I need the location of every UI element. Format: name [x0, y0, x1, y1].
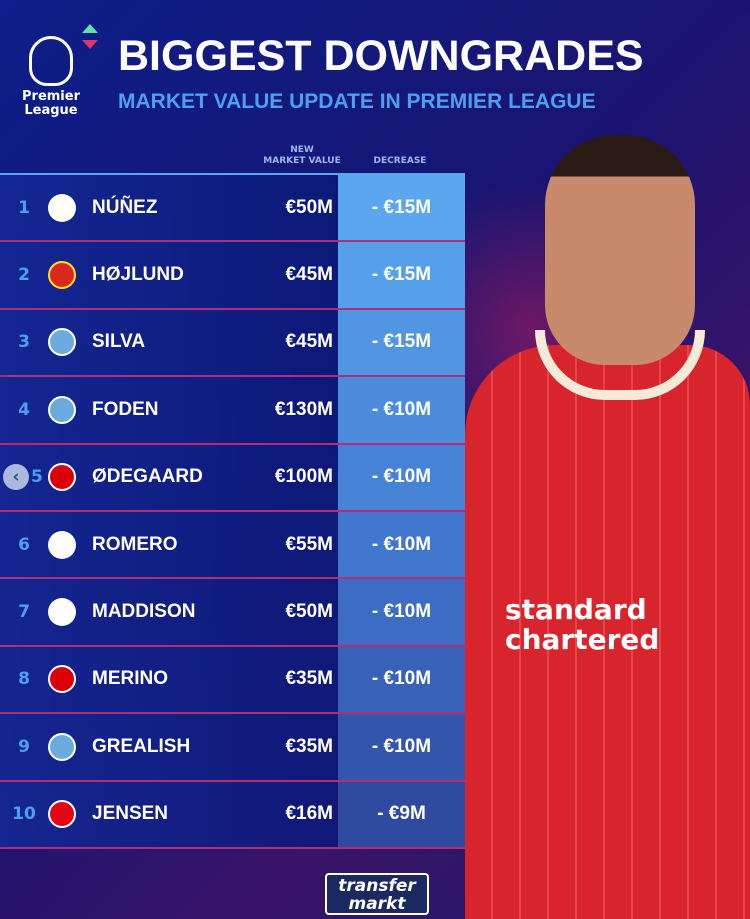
- table-row: 10 JENSEN €16M - €9M: [0, 781, 465, 849]
- jersey-sponsor: standard chartered: [505, 595, 659, 655]
- header-line: NEW: [290, 145, 314, 155]
- market-value: €50M: [285, 196, 333, 218]
- market-value: €35M: [285, 668, 333, 690]
- player-name: MADDISON: [92, 601, 196, 623]
- player-name: NÚÑEZ: [92, 196, 158, 218]
- market-value: €45M: [285, 331, 333, 353]
- rank: 3: [18, 332, 30, 353]
- rank: 4: [18, 399, 30, 420]
- rank: 2: [18, 265, 30, 286]
- sponsor-line: chartered: [505, 623, 660, 656]
- logo-text: Premier: [22, 89, 80, 104]
- tot-crest-icon: [48, 598, 76, 627]
- rank: 1: [18, 197, 30, 218]
- decrease-value: - €10M: [338, 646, 465, 713]
- table-row: 9 GREALISH €35M - €10M: [0, 714, 465, 782]
- table-row: 5 ØDEGAARD €100M - €10M ‹: [0, 444, 465, 512]
- mc-crest-icon: [48, 732, 76, 761]
- bre-crest-icon: [48, 800, 76, 829]
- decrease-value: - €15M: [338, 175, 465, 241]
- rank: 8: [18, 669, 30, 690]
- mc-crest-icon: [48, 395, 76, 424]
- decrease-value: - €9M: [338, 781, 465, 847]
- player-name: MERINO: [92, 668, 168, 690]
- market-value: €45M: [285, 264, 333, 286]
- transfermarkt-logo: transfer markt: [325, 873, 429, 915]
- table-row: 4 FODEN €130M - €10M: [0, 377, 465, 445]
- tot-crest-icon: [48, 530, 76, 559]
- ars-crest-icon: [48, 665, 76, 694]
- triangle-up-icon: [82, 24, 98, 33]
- column-header-market-value: NEW MARKET VALUE: [262, 145, 342, 167]
- player-name: FODEN: [92, 398, 159, 420]
- mu-crest-icon: [48, 261, 76, 290]
- decrease-value: - €15M: [338, 309, 465, 376]
- table-row: 1 NÚÑEZ €50M - €15M: [0, 175, 465, 243]
- arrow-left-icon[interactable]: ‹: [3, 464, 29, 491]
- decrease-value: - €10M: [338, 579, 465, 645]
- decrease-value: - €15M: [338, 242, 465, 308]
- market-value: €100M: [274, 466, 333, 488]
- ars-crest-icon: [48, 463, 76, 492]
- header-line: MARKET VALUE: [263, 156, 341, 166]
- table-row: 6 ROMERO €55M - €10M: [0, 511, 465, 580]
- brand-line: transfer: [338, 876, 416, 896]
- market-value: €130M: [274, 398, 333, 420]
- lion-icon: [29, 36, 73, 86]
- rank: 7: [18, 602, 30, 623]
- premier-league-logo: Premier League: [20, 36, 82, 118]
- decrease-value: - €10M: [338, 714, 465, 780]
- player-photo: standard chartered: [465, 135, 750, 919]
- player-head: [545, 135, 695, 365]
- logo-text: League: [24, 103, 78, 118]
- mc-crest-icon: [48, 328, 76, 357]
- player-name: ØDEGAARD: [92, 466, 203, 488]
- column-header-decrease: DECREASE: [373, 156, 427, 166]
- market-value: €16M: [285, 803, 333, 825]
- player-name: SILVA: [92, 331, 146, 353]
- triangle-down-icon: [82, 40, 98, 49]
- rank: 5: [31, 467, 43, 488]
- market-value: €50M: [285, 601, 333, 623]
- decrease-value: - €10M: [338, 377, 465, 443]
- table-row: 3 SILVA €45M - €15M: [0, 309, 465, 378]
- page-title: BIGGEST DOWNGRADES: [118, 32, 644, 80]
- player-name: HØJLUND: [92, 264, 184, 286]
- sponsor-line: standard: [505, 593, 647, 626]
- brand-line: markt: [348, 894, 406, 914]
- ranking-table: 1 NÚÑEZ €50M - €15M 2 HØJLUND €45M - €15M…: [0, 173, 465, 849]
- market-value: €55M: [285, 533, 333, 555]
- player-name: JENSEN: [92, 803, 169, 825]
- rank: 9: [18, 736, 30, 757]
- table-row: 7 MADDISON €50M - €10M: [0, 579, 465, 647]
- lfc-crest-icon: [48, 193, 76, 222]
- page-subtitle: MARKET VALUE UPDATE IN PREMIER LEAGUE: [118, 90, 596, 113]
- rank: 6: [18, 534, 30, 555]
- decrease-value: - €10M: [338, 511, 465, 578]
- decrease-value: - €10M: [338, 444, 465, 510]
- table-row: 8 MERINO €35M - €10M: [0, 646, 465, 715]
- table-row: 2 HØJLUND €45M - €15M: [0, 242, 465, 310]
- jersey: [465, 345, 750, 919]
- market-value: €35M: [285, 735, 333, 757]
- rank: 10: [12, 804, 36, 825]
- player-name: ROMERO: [92, 533, 178, 555]
- player-name: GREALISH: [92, 735, 191, 757]
